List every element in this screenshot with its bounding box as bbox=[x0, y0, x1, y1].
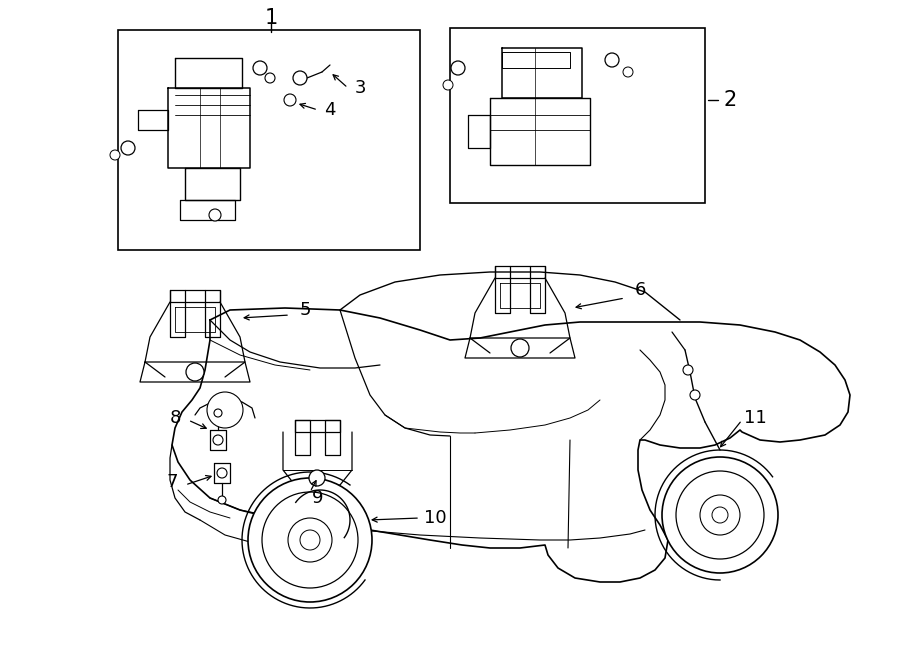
Text: 10: 10 bbox=[424, 509, 446, 527]
Circle shape bbox=[605, 53, 619, 67]
Circle shape bbox=[623, 67, 633, 77]
Text: 6: 6 bbox=[634, 281, 645, 299]
Text: 4: 4 bbox=[324, 101, 336, 119]
Circle shape bbox=[662, 457, 778, 573]
Text: 8: 8 bbox=[169, 409, 181, 427]
Circle shape bbox=[209, 209, 221, 221]
Circle shape bbox=[207, 392, 243, 428]
Circle shape bbox=[451, 61, 465, 75]
Text: 3: 3 bbox=[355, 79, 365, 97]
Circle shape bbox=[676, 471, 764, 559]
Circle shape bbox=[121, 141, 135, 155]
Circle shape bbox=[265, 73, 275, 83]
Circle shape bbox=[248, 478, 372, 602]
Circle shape bbox=[293, 71, 307, 85]
Bar bbox=[118, 30, 420, 250]
Circle shape bbox=[284, 94, 296, 106]
Text: 5: 5 bbox=[299, 301, 310, 319]
Text: 2: 2 bbox=[724, 90, 736, 110]
Circle shape bbox=[214, 409, 222, 417]
Circle shape bbox=[253, 61, 267, 75]
Circle shape bbox=[309, 470, 325, 486]
Text: 1: 1 bbox=[265, 8, 277, 28]
Circle shape bbox=[300, 530, 320, 550]
Circle shape bbox=[683, 365, 693, 375]
Circle shape bbox=[262, 492, 358, 588]
Circle shape bbox=[217, 468, 227, 478]
Circle shape bbox=[213, 435, 223, 445]
Circle shape bbox=[288, 518, 332, 562]
Circle shape bbox=[443, 80, 453, 90]
Circle shape bbox=[186, 363, 204, 381]
Circle shape bbox=[110, 150, 120, 160]
Text: 11: 11 bbox=[743, 409, 767, 427]
Bar bbox=[450, 28, 705, 203]
Circle shape bbox=[700, 495, 740, 535]
Circle shape bbox=[218, 496, 226, 504]
Circle shape bbox=[690, 390, 700, 400]
Circle shape bbox=[712, 507, 728, 523]
Text: 9: 9 bbox=[312, 489, 324, 507]
Circle shape bbox=[511, 339, 529, 357]
Text: 7: 7 bbox=[166, 473, 178, 491]
